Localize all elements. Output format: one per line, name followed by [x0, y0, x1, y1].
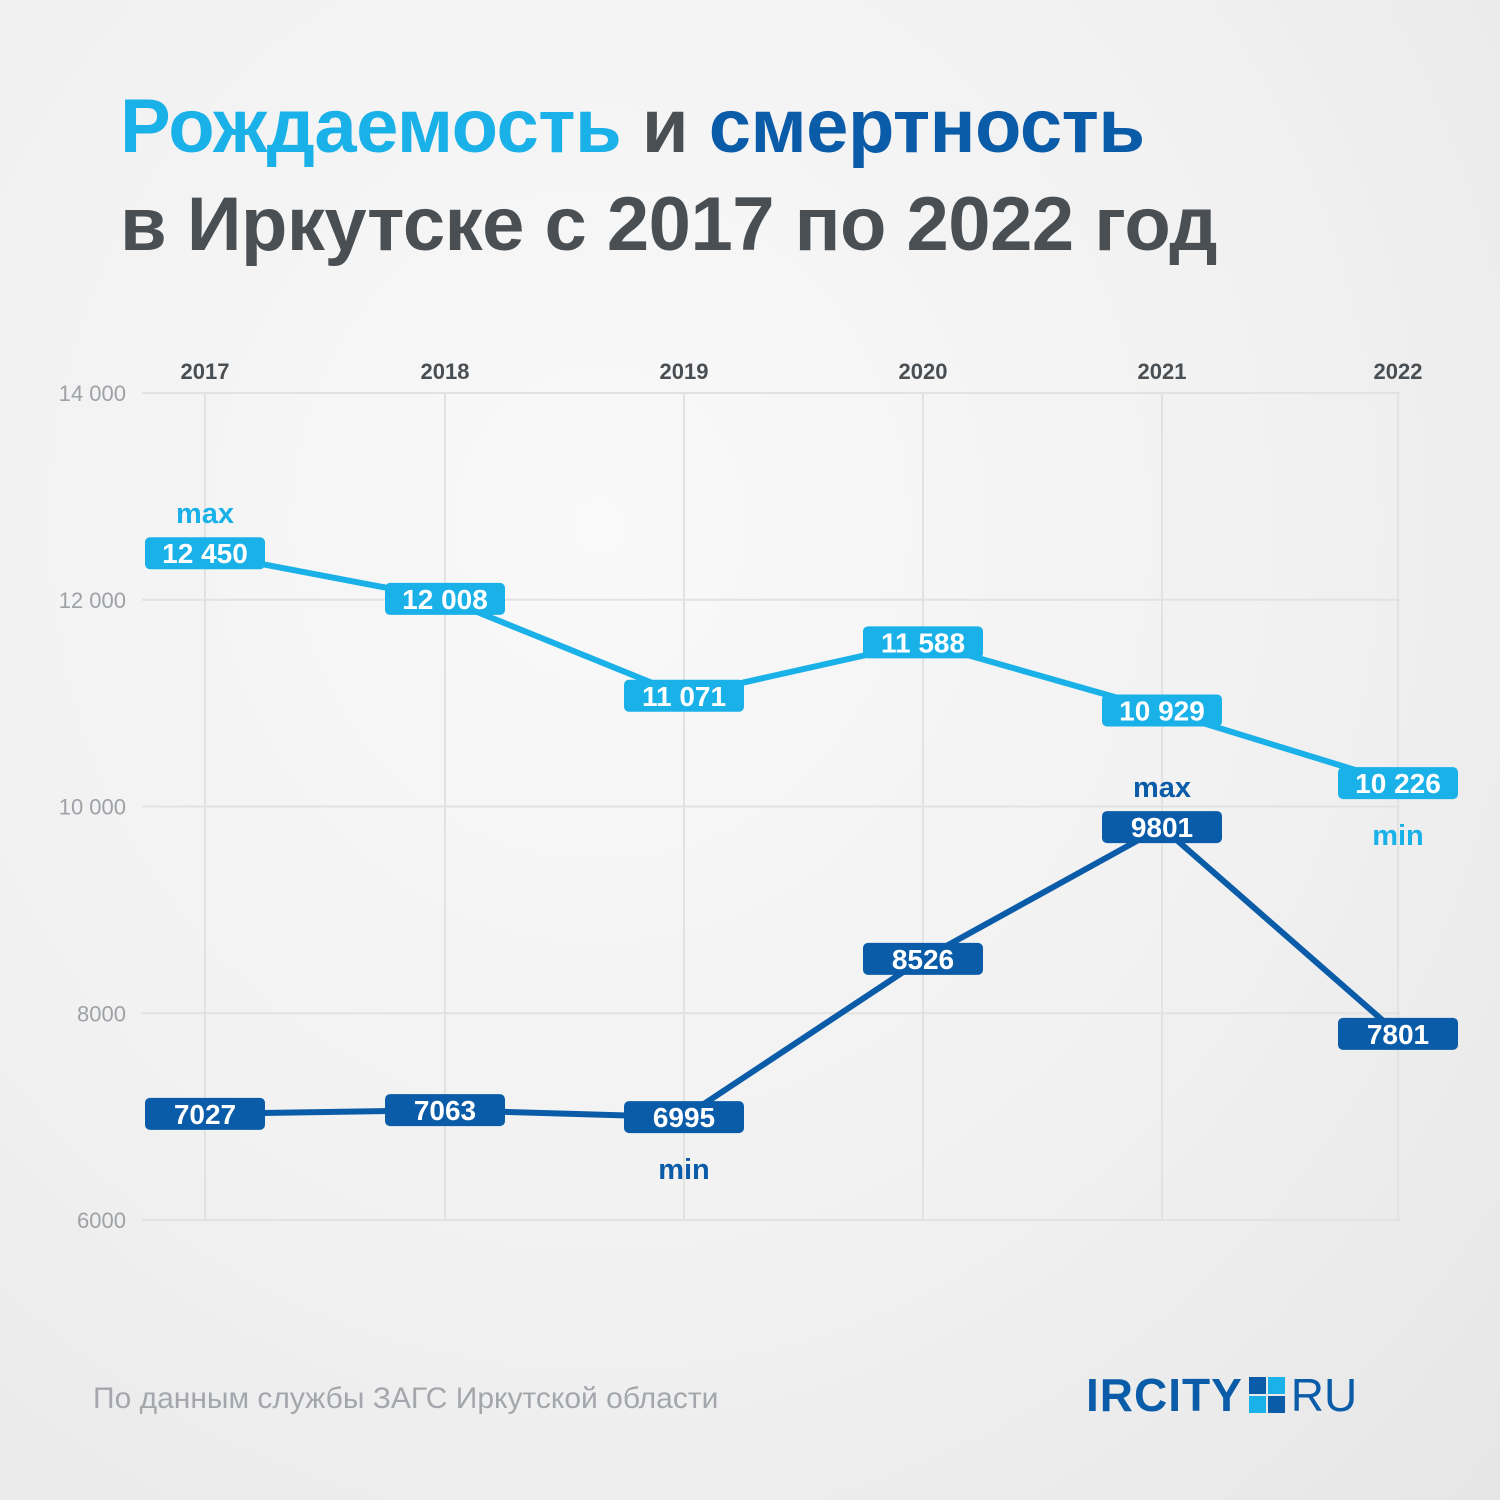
- births-point-marker: [1102, 694, 1222, 727]
- y-tick-label: 8000: [77, 1001, 126, 1026]
- births-data-label: 12 450: [162, 538, 248, 569]
- x-tick-label: 2022: [1374, 359, 1423, 384]
- deaths-point-marker: [863, 942, 983, 975]
- y-tick-label: 10 000: [59, 795, 126, 820]
- x-tick-label: 2020: [899, 359, 948, 384]
- births-line: [202, 550, 1401, 787]
- deaths-point-marker: [145, 1097, 265, 1130]
- deaths-data-label: 8526: [892, 944, 954, 975]
- y-tick-label: 6000: [77, 1208, 126, 1233]
- deaths-min-annotation: min: [658, 1154, 710, 1186]
- logo-text-left: IRCITY: [1086, 1369, 1243, 1421]
- title-connector: и: [621, 84, 709, 169]
- births-point-marker: [1338, 767, 1458, 800]
- deaths-data-label: 6995: [653, 1102, 715, 1133]
- x-tick-label: 2019: [660, 359, 709, 384]
- x-tick-label: 2021: [1138, 359, 1187, 384]
- deaths-point-marker: [1102, 811, 1222, 844]
- births-point-marker: [624, 679, 744, 712]
- logo-text-right: RU: [1290, 1369, 1358, 1421]
- chart-title: Рождаемость и смертность в Иркутске с 20…: [120, 78, 1218, 274]
- births-point-marker: [145, 537, 265, 570]
- deaths-data-label: 7801: [1367, 1019, 1429, 1050]
- title-deaths-word: смертность: [708, 84, 1145, 169]
- births-data-label: 10 226: [1355, 768, 1441, 799]
- births-max-annotation: max: [176, 498, 234, 530]
- births-data-label: 11 588: [881, 627, 965, 658]
- y-tick-label: 14 000: [59, 381, 126, 406]
- deaths-point-marker: [624, 1101, 744, 1134]
- deaths-data-label: 7027: [174, 1099, 236, 1130]
- deaths-data-label: 7063: [414, 1095, 476, 1126]
- title-line2: в Иркутске с 2017 по 2022 год: [120, 182, 1218, 267]
- y-tick-label: 12 000: [59, 588, 126, 613]
- births-data-label: 12 008: [402, 584, 488, 615]
- deaths-point-marker: [385, 1094, 505, 1127]
- deaths-point-marker: [1338, 1017, 1458, 1050]
- deaths-line: [202, 824, 1401, 1121]
- logo-square-icon: [1248, 1377, 1285, 1413]
- births-point-marker: [863, 626, 983, 659]
- deaths-data-label: 9801: [1131, 812, 1193, 843]
- births-point-marker: [385, 582, 505, 615]
- x-tick-label: 2018: [421, 359, 470, 384]
- births-min-annotation: min: [1372, 820, 1424, 852]
- ircity-logo: IRCITY RU: [1086, 1369, 1357, 1421]
- births-data-label: 11 071: [642, 681, 726, 712]
- x-tick-label: 2017: [181, 359, 230, 384]
- title-births-word: Рождаемость: [120, 84, 622, 169]
- deaths-max-annotation: max: [1133, 772, 1191, 804]
- births-data-label: 10 929: [1119, 695, 1205, 726]
- source-note: По данным службы ЗАГС Иркутской области: [93, 1382, 719, 1415]
